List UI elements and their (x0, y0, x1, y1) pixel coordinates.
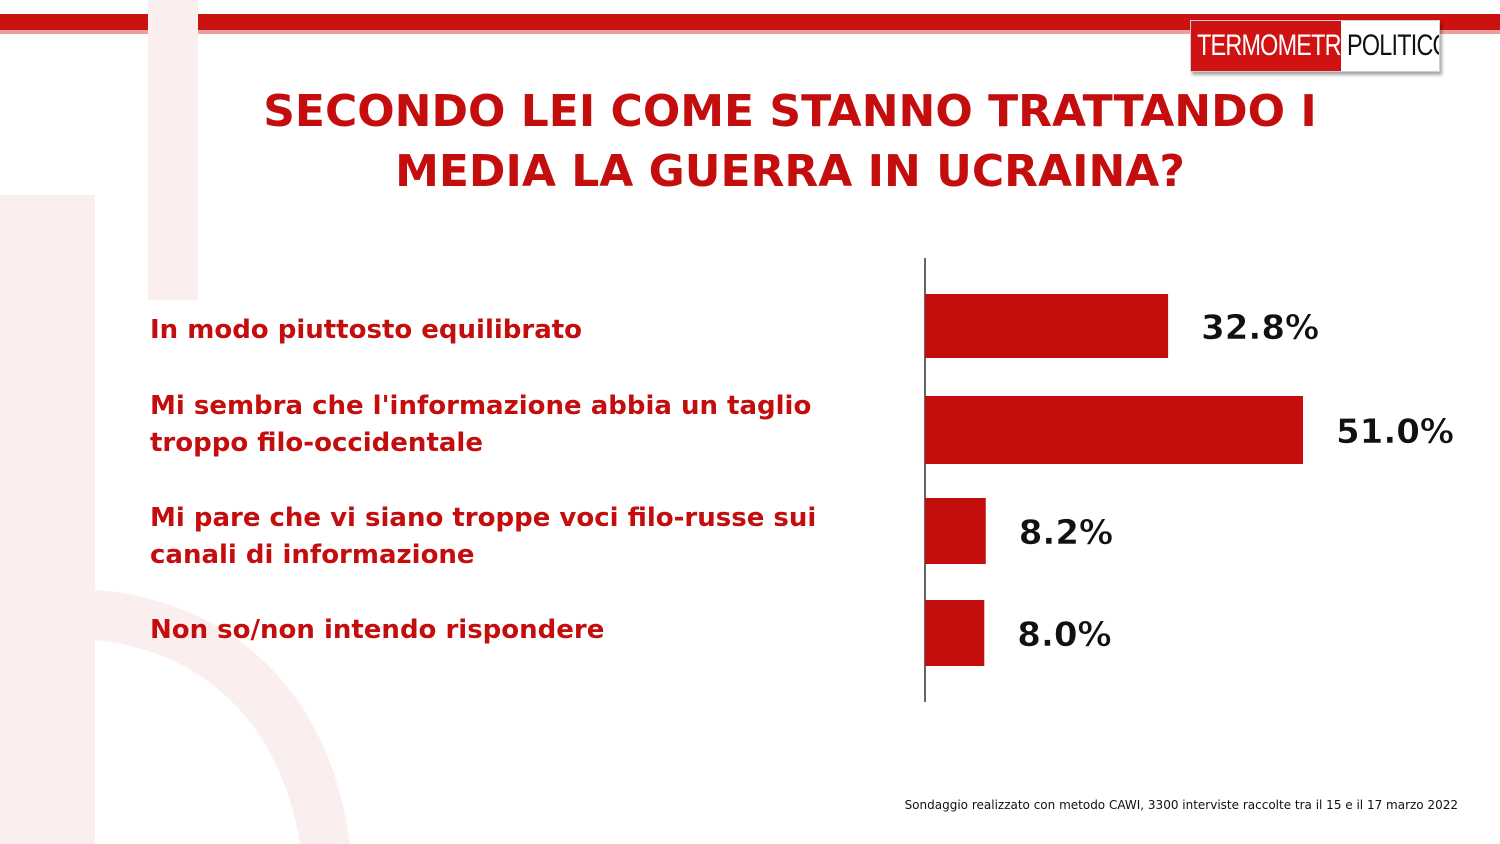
value-label-2: 51.0% (1336, 412, 1454, 452)
category-label-3: Mi pare che vi siano troppe voci filo-ru… (150, 500, 910, 574)
logo-left-text: TERMOMETRO (1197, 29, 1341, 62)
category-label-1: In modo piuttosto equilibrato (150, 312, 910, 349)
title-line-2: MEDIA LA GUERRA IN UCRAINA? (395, 146, 1185, 197)
category-labels: In modo piuttosto equilibrato Mi sembra … (150, 0, 910, 844)
top-accent-bar-shadow (0, 30, 1500, 34)
survey-footnote: Sondaggio realizzato con metodo CAWI, 33… (904, 798, 1458, 812)
category-label-4-line-1: Non so/non intendo rispondere (150, 615, 605, 645)
value-label-3: 8.2% (1019, 513, 1113, 553)
bar-1 (925, 294, 1169, 358)
bar-3 (925, 498, 986, 564)
title-line-1: SECONDO LEI COME STANNO TRATTANDO I (263, 86, 1317, 137)
value-label-1: 32.8% (1201, 308, 1319, 348)
bar-4 (925, 600, 985, 666)
value-label-4: 8.0% (1017, 615, 1111, 655)
category-label-3-line-1: Mi pare che vi siano troppe voci filo-ru… (150, 503, 817, 533)
termometro-politico-logo: TERMOMETRO POLITICO (1190, 20, 1440, 72)
logo-right-text: POLITICO (1347, 29, 1439, 62)
page-title: SECONDO LEI COME STANNO TRATTANDO I MEDI… (200, 82, 1380, 202)
category-label-4: Non so/non intendo rispondere (150, 612, 910, 649)
category-label-1-line-1: In modo piuttosto equilibrato (150, 315, 583, 345)
category-label-3-line-2: canali di informazione (150, 540, 475, 570)
logo-left-block: TERMOMETRO (1191, 21, 1341, 71)
bar-2 (925, 396, 1303, 464)
top-accent-bar (0, 14, 1500, 30)
category-label-2-line-2: troppo filo-occidentale (150, 428, 483, 458)
category-label-2: Mi sembra che l'informazione abbia un ta… (150, 388, 910, 462)
background-watermark (0, 0, 350, 844)
category-label-2-line-1: Mi sembra che l'informazione abbia un ta… (150, 391, 812, 421)
logo-right-block: POLITICO (1341, 21, 1439, 71)
